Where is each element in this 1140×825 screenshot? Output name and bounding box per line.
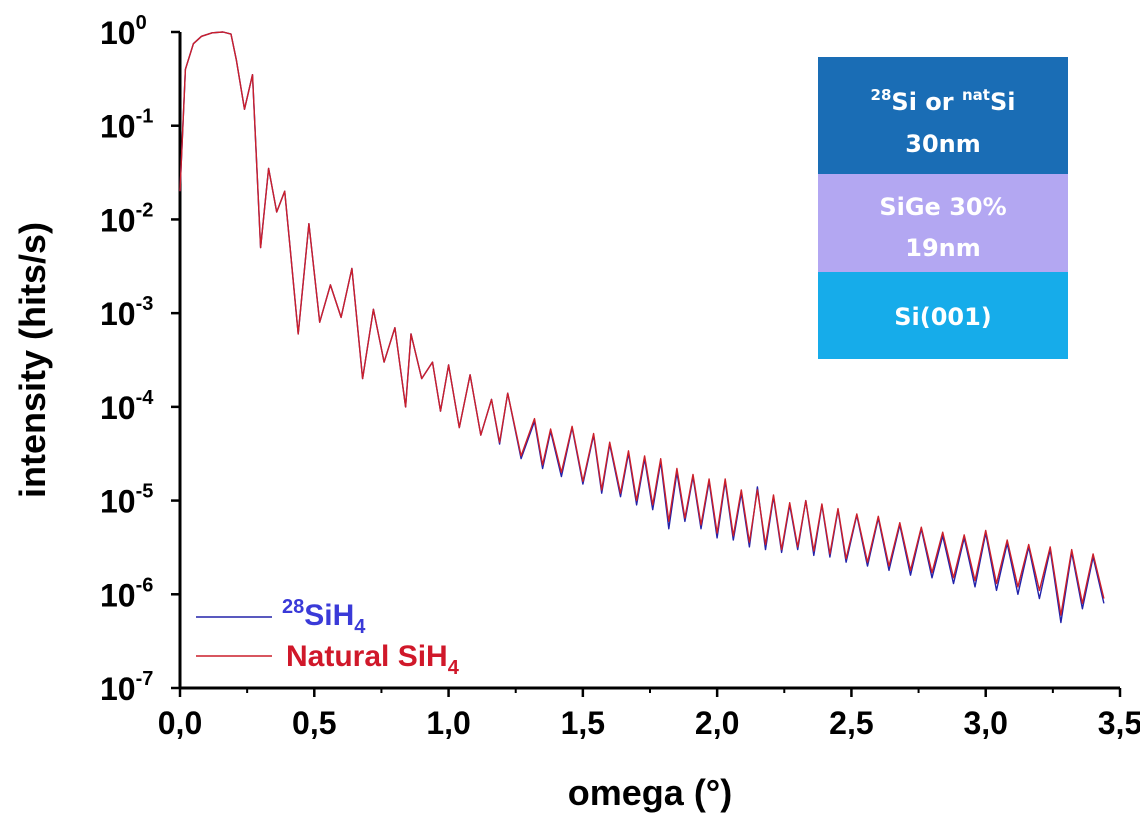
- y-tick-label: 10-2: [100, 199, 153, 238]
- x-tick-label: 0,0: [158, 705, 202, 741]
- y-tick-label: 10-6: [100, 574, 153, 613]
- legend: 28SiH4 Natural SiH4: [196, 596, 460, 679]
- y-tick-label: 10-4: [100, 387, 154, 426]
- y-tick-label: 10-7: [100, 668, 153, 707]
- y-tick-label: 100: [100, 12, 147, 51]
- y-ticks: 100 10-1 10-2 10-3 10-4 10-5 10-6 10-7: [100, 12, 180, 707]
- x-ticks: 0,0 0,5 1,0 1,5 2,0 2,5 3,0 3,5: [158, 688, 1140, 741]
- layer-stack-inset: 28Si or natSi 30nm SiGe 30% 19nm Si(001): [818, 57, 1068, 359]
- legend-label-natural-sih4: Natural SiH4: [286, 640, 460, 679]
- y-tick-label: 10-5: [100, 481, 153, 520]
- x-tick-label: 0,5: [292, 705, 336, 741]
- x-axis-title: omega (°): [568, 772, 732, 813]
- layer-sige-line1: SiGe 30%: [879, 193, 1006, 221]
- layer-substrate-line1: Si(001): [894, 303, 992, 331]
- x-tick-label: 3,5: [1098, 705, 1140, 741]
- x-tick-label: 2,0: [695, 705, 739, 741]
- x-tick-label: 1,0: [426, 705, 470, 741]
- layer-top-line2: 30nm: [905, 130, 981, 158]
- y-tick-label: 10-3: [100, 293, 153, 332]
- layer-sige-line2: 19nm: [905, 234, 981, 262]
- x-tick-label: 2,5: [829, 705, 873, 741]
- y-tick-label: 10-1: [100, 106, 153, 145]
- layer-sige: [818, 174, 1068, 272]
- legend-label-28sih4: 28SiH4: [282, 596, 366, 638]
- y-axis-title: intensity (hits/s): [12, 222, 53, 498]
- x-tick-label: 1,5: [561, 705, 605, 741]
- layer-top-line1: 28Si or natSi: [871, 86, 1016, 116]
- layer-top-si: [818, 57, 1068, 174]
- x-tick-label: 3,0: [963, 705, 1007, 741]
- layer-substrate: [818, 272, 1068, 359]
- series-lines: [179, 31, 1105, 624]
- series-line-natural-sih4: [179, 31, 1105, 616]
